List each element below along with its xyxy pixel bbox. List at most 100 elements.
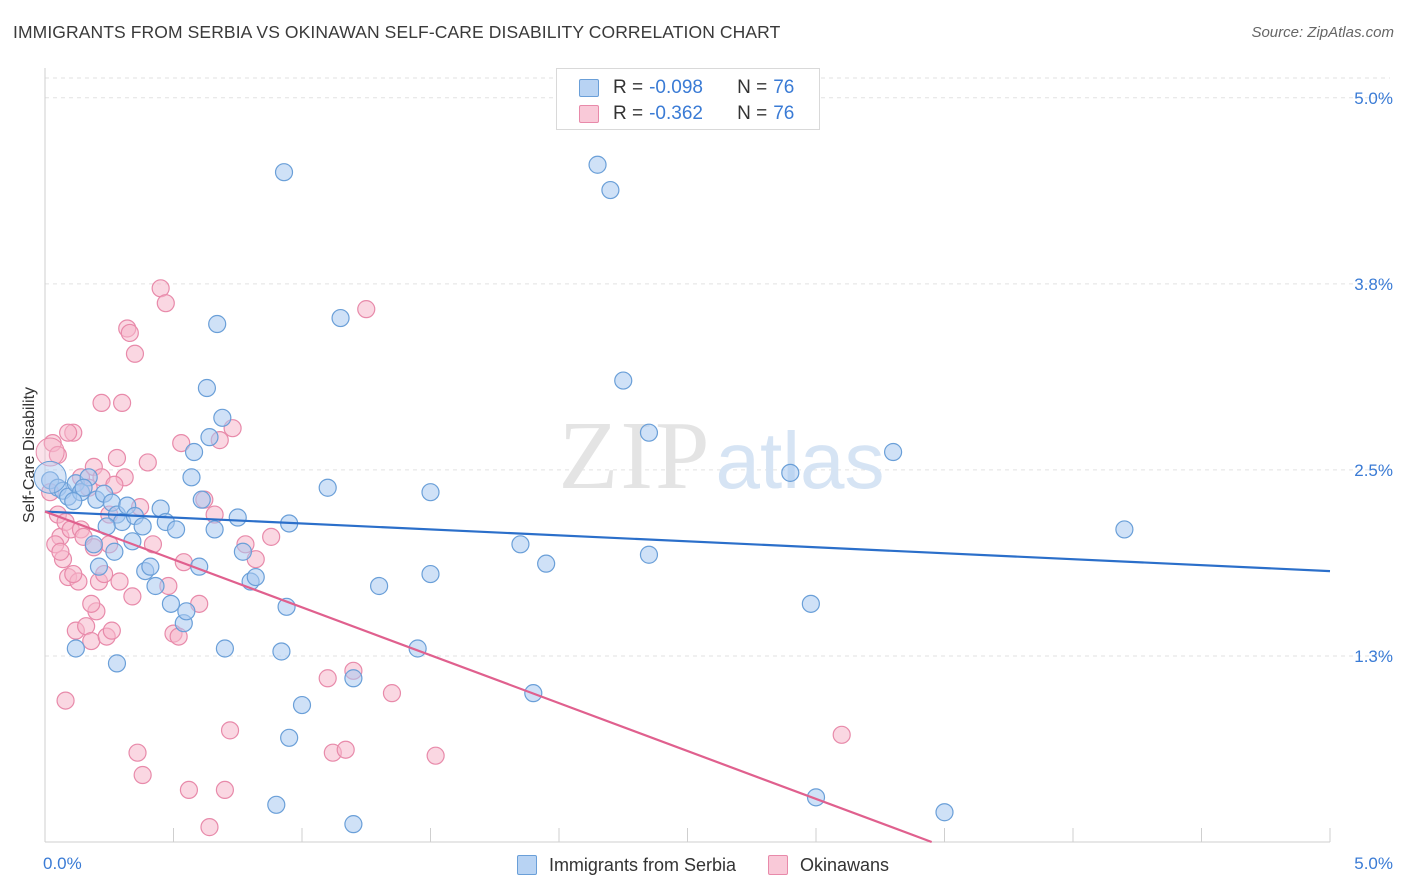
serbia-point-15 xyxy=(64,492,83,511)
serbia-point-18 xyxy=(89,557,109,576)
serbia-point-23 xyxy=(141,557,160,576)
serbia-point-37 xyxy=(205,520,224,539)
source-label: Source: ZipAtlas.com xyxy=(1251,24,1394,41)
okinawans-point-42 xyxy=(179,780,199,800)
okinawans-legend-swatch xyxy=(768,855,788,875)
r-value-serbia: -0.098 xyxy=(649,77,703,98)
y-tick-labels: 1.3% 2.5% 3.8% 5.0% xyxy=(1354,89,1393,666)
okinawans-point-54 xyxy=(318,669,337,688)
okinawans-point-28 xyxy=(123,587,142,606)
okinawans-point-68 xyxy=(56,691,75,710)
okinawans-point-63 xyxy=(51,542,70,561)
y-tick-label-0: 1.3% xyxy=(1354,647,1393,666)
legend-item-serbia[interactable]: Immigrants from Serbia xyxy=(516,854,736,876)
okinawans-point-23 xyxy=(110,572,129,591)
y-tick-label-1: 2.5% xyxy=(1354,461,1393,480)
serbia-point-16 xyxy=(74,478,93,497)
serbia-point-54 xyxy=(421,483,440,502)
y-tick-label-3: 5.0% xyxy=(1354,89,1393,108)
serbia-point-67 xyxy=(883,442,903,462)
x-tick-labels: 0.0% 5.0% xyxy=(43,854,1393,873)
okinawans-point-32 xyxy=(133,765,152,785)
n-value-okinawans: 76 xyxy=(773,103,795,124)
okinawans-point-29 xyxy=(125,344,145,363)
serbia-point-68 xyxy=(1115,520,1134,539)
serbia-point-36 xyxy=(200,428,219,447)
trend-line-serbia xyxy=(44,510,1331,573)
serbia-point-65 xyxy=(801,594,820,613)
stats-row-serbia: R = -0.098 N = 76 xyxy=(579,75,794,101)
serbia-point-28 xyxy=(166,520,186,539)
okinawans-point-27 xyxy=(120,323,139,343)
gridlines xyxy=(45,77,1390,657)
watermark: ZIP atlas xyxy=(559,402,885,510)
serbia-point-61 xyxy=(614,371,633,390)
okinawans-point-64 xyxy=(59,423,78,442)
serbia-point-38 xyxy=(208,314,227,334)
r-label: R = xyxy=(613,103,644,124)
serbia-point-39 xyxy=(213,408,232,427)
okinawans-point-48 xyxy=(215,780,234,800)
serbia-point-70 xyxy=(344,815,363,834)
r-value-okinawans: -0.362 xyxy=(649,103,703,124)
okinawans-point-66 xyxy=(82,594,101,613)
axes xyxy=(44,68,1331,843)
serbia-point-59 xyxy=(588,155,607,174)
serbia-point-66 xyxy=(274,163,294,182)
serbia-point-44 xyxy=(246,567,265,587)
serbia-point-52 xyxy=(370,576,389,596)
serbia-point-41 xyxy=(228,508,247,527)
serbia-point-45 xyxy=(272,642,291,661)
serbia-point-60 xyxy=(601,180,620,200)
series-okinawans xyxy=(35,279,851,837)
serbia-point-71 xyxy=(280,728,299,747)
serbia-point-62 xyxy=(639,545,659,564)
n-label: N = xyxy=(737,77,768,98)
stats-legend: R = -0.098 N = 76 R = -0.362 N = 76 xyxy=(556,68,820,130)
okinawans-point-49 xyxy=(220,721,240,740)
serbia-point-30 xyxy=(177,602,196,621)
serbia-point-74 xyxy=(66,639,85,658)
serbia-point-20 xyxy=(105,542,124,561)
okinawans-point-21 xyxy=(102,621,121,640)
series-serbia xyxy=(33,155,1134,834)
n-label: N = xyxy=(737,103,768,124)
serbia-point-58 xyxy=(537,554,556,573)
serbia-point-69 xyxy=(935,803,954,822)
serbia-point-64 xyxy=(781,463,800,482)
serbia-point-42 xyxy=(233,542,252,561)
okinawans-point-36 xyxy=(156,294,175,313)
serbia-point-49 xyxy=(318,478,337,497)
serbia-point-50 xyxy=(331,308,350,328)
serbia-point-63 xyxy=(639,423,659,442)
okinawans-point-59 xyxy=(382,684,402,703)
serbia-point-48 xyxy=(292,695,312,715)
serbia-point-40 xyxy=(215,639,234,658)
trend-line-okinawans xyxy=(44,510,933,844)
serbia-point-34 xyxy=(192,490,211,509)
trend-lines xyxy=(44,510,1331,844)
legend-label-serbia: Immigrants from Serbia xyxy=(548,854,736,875)
okinawans-point-71 xyxy=(64,564,83,584)
okinawans-point-56 xyxy=(336,740,355,759)
legend-item-okinawans[interactable]: Okinawans xyxy=(768,855,889,876)
y-tick-label-2: 3.8% xyxy=(1354,275,1393,294)
serbia-point-31 xyxy=(182,468,201,487)
serbia-point-17 xyxy=(84,535,103,554)
chart-title: IMMIGRANTS FROM SERBIA VS OKINAWAN SELF-… xyxy=(13,22,781,42)
legend-label-okinawans: Okinawans xyxy=(800,854,890,875)
stats-row-okinawans: R = -0.362 N = 76 xyxy=(579,101,794,127)
serbia-point-24 xyxy=(146,576,165,596)
okinawans-point-40 xyxy=(172,433,191,453)
okinawans-point-45 xyxy=(200,818,219,837)
serbia-legend-swatch xyxy=(516,855,537,875)
okinawans-point-60 xyxy=(426,746,445,765)
okinawans-point-67 xyxy=(92,393,111,413)
x-tick-label-0: 0.0% xyxy=(43,854,82,873)
series-legend: Immigrants from Serbia Okinawans xyxy=(0,852,1406,878)
serbia-point-51 xyxy=(344,669,363,688)
n-value-serbia: 76 xyxy=(773,77,795,98)
okinawans-point-58 xyxy=(357,300,376,319)
watermark-zip: ZIP xyxy=(559,402,712,510)
